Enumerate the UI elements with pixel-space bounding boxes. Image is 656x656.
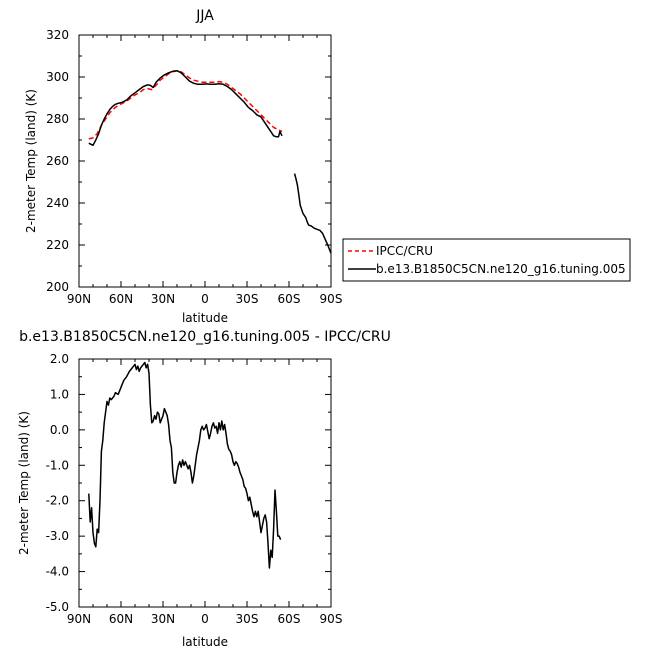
y-tick-label: 200 (46, 280, 69, 294)
x-tick-label: 90N (67, 612, 91, 626)
x-tick-label: 0 (201, 612, 209, 626)
top-x-axis-label: latitude (182, 311, 228, 325)
legend-label-ipcc-cru: IPCC/CRU (376, 244, 433, 258)
x-tick-label: 90S (320, 292, 343, 306)
y-tick-label: -1.0 (46, 458, 69, 472)
bottom-y-axis: -5.0 -4.0 -3.0 -2.0 -1.0 0.0 1.0 2.0 (46, 352, 331, 614)
bottom-series-group (88, 361, 282, 569)
y-tick-label: 240 (46, 196, 69, 210)
y-tick-label: 0.0 (50, 423, 69, 437)
bottom-x-axis-label: latitude (182, 635, 228, 649)
top-y-axis: 200 220 240 260 280 300 320 (46, 28, 331, 294)
bottom-panel: b.e13.B1850C5CN.ne120_g16.tuning.005 - I… (17, 329, 391, 649)
y-tick-label: 2.0 (50, 352, 69, 366)
legend: IPCC/CRU b.e13.B1850C5CN.ne120_g16.tunin… (342, 238, 631, 282)
top-plot-frame (78, 34, 332, 288)
y-tick-label: 1.0 (50, 387, 69, 401)
x-tick-label: 30S (236, 612, 259, 626)
bottom-y-axis-label: 2-meter Temp (land) (K) (17, 411, 31, 555)
x-tick-label: 90S (320, 612, 343, 626)
y-tick-label: 320 (46, 28, 69, 42)
x-tick-label: 60S (278, 292, 301, 306)
top-y-axis-label: 2-meter Temp (land) (K) (24, 89, 38, 233)
top-chart-title: JJA (195, 8, 214, 24)
x-tick-label: 0 (201, 292, 209, 306)
series-line-b-e13-b1850c5cn-ne120-g16-tuning-005 (88, 69, 283, 147)
x-tick-label: 30S (236, 292, 259, 306)
series-line-difference (88, 361, 282, 569)
y-tick-label: 260 (46, 154, 69, 168)
y-tick-label: 300 (46, 70, 69, 84)
top-x-axis: 90N 60N 30N 0 30S 60S 90S (67, 35, 343, 306)
y-tick-label: 220 (46, 238, 69, 252)
x-tick-label: 30N (151, 612, 175, 626)
legend-box (342, 238, 631, 282)
legend-label-model: b.e13.B1850C5CN.ne120_g16.tuning.005 (376, 262, 626, 276)
top-series-group (88, 69, 332, 254)
y-tick-label: 280 (46, 112, 69, 126)
bottom-chart-title: b.e13.B1850C5CN.ne120_g16.tuning.005 - I… (19, 329, 391, 345)
bottom-x-axis: 90N 60N 30N 0 30S 60S 90S (67, 359, 343, 626)
x-tick-label: 90N (67, 292, 91, 306)
series-line-b-e13-b1850c5cn-ne120-g16-tuning-005 (293, 173, 332, 254)
y-tick-label: -5.0 (46, 600, 69, 614)
x-tick-label: 60N (109, 292, 133, 306)
x-tick-label: 30N (151, 292, 175, 306)
y-tick-label: -3.0 (46, 529, 69, 543)
x-tick-label: 60S (278, 612, 301, 626)
bottom-plot-frame (78, 358, 332, 608)
y-tick-label: -4.0 (46, 565, 69, 579)
x-tick-label: 60N (109, 612, 133, 626)
y-tick-label: -2.0 (46, 494, 69, 508)
series-line-ipcc-cru (88, 69, 283, 140)
top-panel: JJA 90N 60N 30N 0 30S 60S 90S 200 220 240 260 280 3… (24, 8, 342, 325)
